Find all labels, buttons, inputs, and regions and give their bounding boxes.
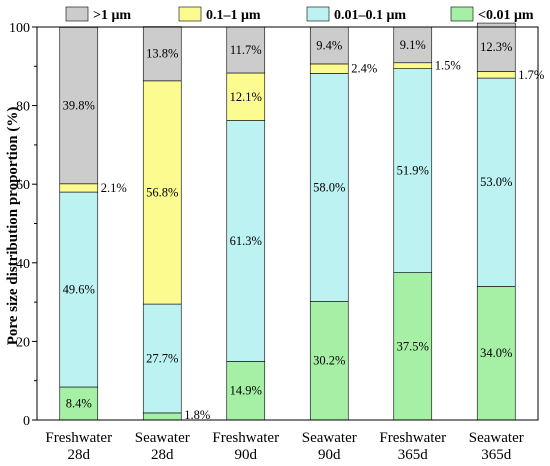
y-tick-label: 60 bbox=[16, 178, 30, 193]
data-label: 1.7% bbox=[518, 68, 544, 82]
legend-label: <0.01 μm bbox=[478, 8, 534, 23]
data-label: 30.2% bbox=[313, 354, 345, 368]
x-tick-label: 90d bbox=[318, 447, 341, 463]
x-tick-label: 90d bbox=[235, 447, 258, 463]
data-label: 1.8% bbox=[184, 408, 210, 422]
x-tick-label: Freshwater bbox=[45, 430, 112, 446]
legend-label: 0.01–0.1 μm bbox=[334, 8, 406, 23]
x-tick-label: 28d bbox=[68, 447, 91, 463]
x-tick-label: 365d bbox=[398, 447, 429, 463]
data-label: 12.1% bbox=[230, 90, 262, 104]
data-labels: 8.4% 49.6% 2.1% 39.8% 1.8% 27.7% 56.8% 13.8% 14.… bbox=[63, 38, 545, 422]
y-tick-label: 100 bbox=[9, 21, 30, 36]
bar-segment bbox=[226, 26, 266, 74]
x-tick-label: Seawater bbox=[469, 430, 524, 446]
x-tick-label: Seawater bbox=[135, 430, 190, 446]
legend-label: >1 μm bbox=[93, 8, 131, 23]
legend-swatch bbox=[178, 6, 202, 22]
y-tick-label: 80 bbox=[16, 100, 30, 115]
legend-swatch bbox=[450, 6, 474, 22]
x-tick-label: Freshwater bbox=[212, 430, 279, 446]
data-label: 13.8% bbox=[146, 47, 178, 61]
data-label: 9.1% bbox=[400, 38, 426, 52]
data-label: 9.4% bbox=[316, 38, 342, 52]
bar-segment bbox=[309, 301, 349, 421]
bar-segment bbox=[476, 77, 516, 287]
data-label: 11.7% bbox=[230, 43, 262, 57]
data-label: 2.1% bbox=[101, 181, 127, 195]
bar-segment bbox=[142, 26, 182, 82]
bar-segment bbox=[59, 191, 99, 388]
bar-segment bbox=[142, 412, 182, 421]
y-tick-label: 40 bbox=[16, 257, 30, 272]
bar-segment bbox=[142, 80, 182, 305]
data-label: 61.3% bbox=[230, 234, 262, 248]
legend: >1 μm 0.1–1 μm 0.01–0.1 μm <0.01 μm bbox=[65, 6, 534, 23]
bar-segment bbox=[476, 22, 516, 72]
data-label: 58.0% bbox=[313, 180, 345, 194]
plot-frame bbox=[36, 26, 539, 421]
bar-segment bbox=[142, 303, 182, 414]
data-label: 1.5% bbox=[435, 59, 461, 73]
legend-swatch bbox=[306, 6, 330, 22]
bar-segment bbox=[226, 72, 266, 121]
data-label: 14.9% bbox=[230, 384, 262, 398]
y-tick-label: 20 bbox=[16, 335, 30, 350]
data-label: 12.3% bbox=[480, 40, 512, 54]
bar-segment bbox=[59, 183, 99, 193]
data-label: 39.8% bbox=[63, 99, 95, 113]
bar-segment bbox=[476, 286, 516, 421]
bar-segment bbox=[226, 120, 266, 362]
data-label: 56.8% bbox=[146, 185, 178, 199]
data-label: 49.6% bbox=[63, 283, 95, 297]
bar-segment bbox=[393, 68, 433, 273]
data-label: 37.5% bbox=[397, 339, 429, 353]
data-label: 34.0% bbox=[480, 346, 512, 360]
bar-segment bbox=[309, 63, 349, 74]
bars bbox=[59, 22, 516, 421]
bar-segment bbox=[393, 62, 433, 69]
bar-segment bbox=[393, 26, 433, 64]
data-label: 51.9% bbox=[397, 164, 429, 178]
y-tick-label: 0 bbox=[23, 414, 30, 429]
legend-swatch bbox=[65, 6, 89, 22]
bar-segment bbox=[476, 71, 516, 79]
bar-segment bbox=[59, 386, 99, 421]
data-label: 53.0% bbox=[480, 175, 512, 189]
x-tick-label: Seawater bbox=[302, 430, 357, 446]
data-label: 27.7% bbox=[146, 352, 178, 366]
legend-label: 0.1–1 μm bbox=[206, 8, 261, 23]
data-label: 2.4% bbox=[351, 62, 377, 76]
data-label: 8.4% bbox=[66, 396, 92, 410]
bar-segment bbox=[309, 73, 349, 302]
x-tick-label: Freshwater bbox=[379, 430, 446, 446]
bar-segment bbox=[309, 26, 349, 65]
x-tick-label: 365d bbox=[481, 447, 512, 463]
y-axis-title: Pore size distribution proportion (%) bbox=[5, 107, 21, 346]
axes: 020406080100Freshwater28dSeawater28dFres… bbox=[9, 21, 539, 463]
x-tick-label: 28d bbox=[151, 447, 174, 463]
